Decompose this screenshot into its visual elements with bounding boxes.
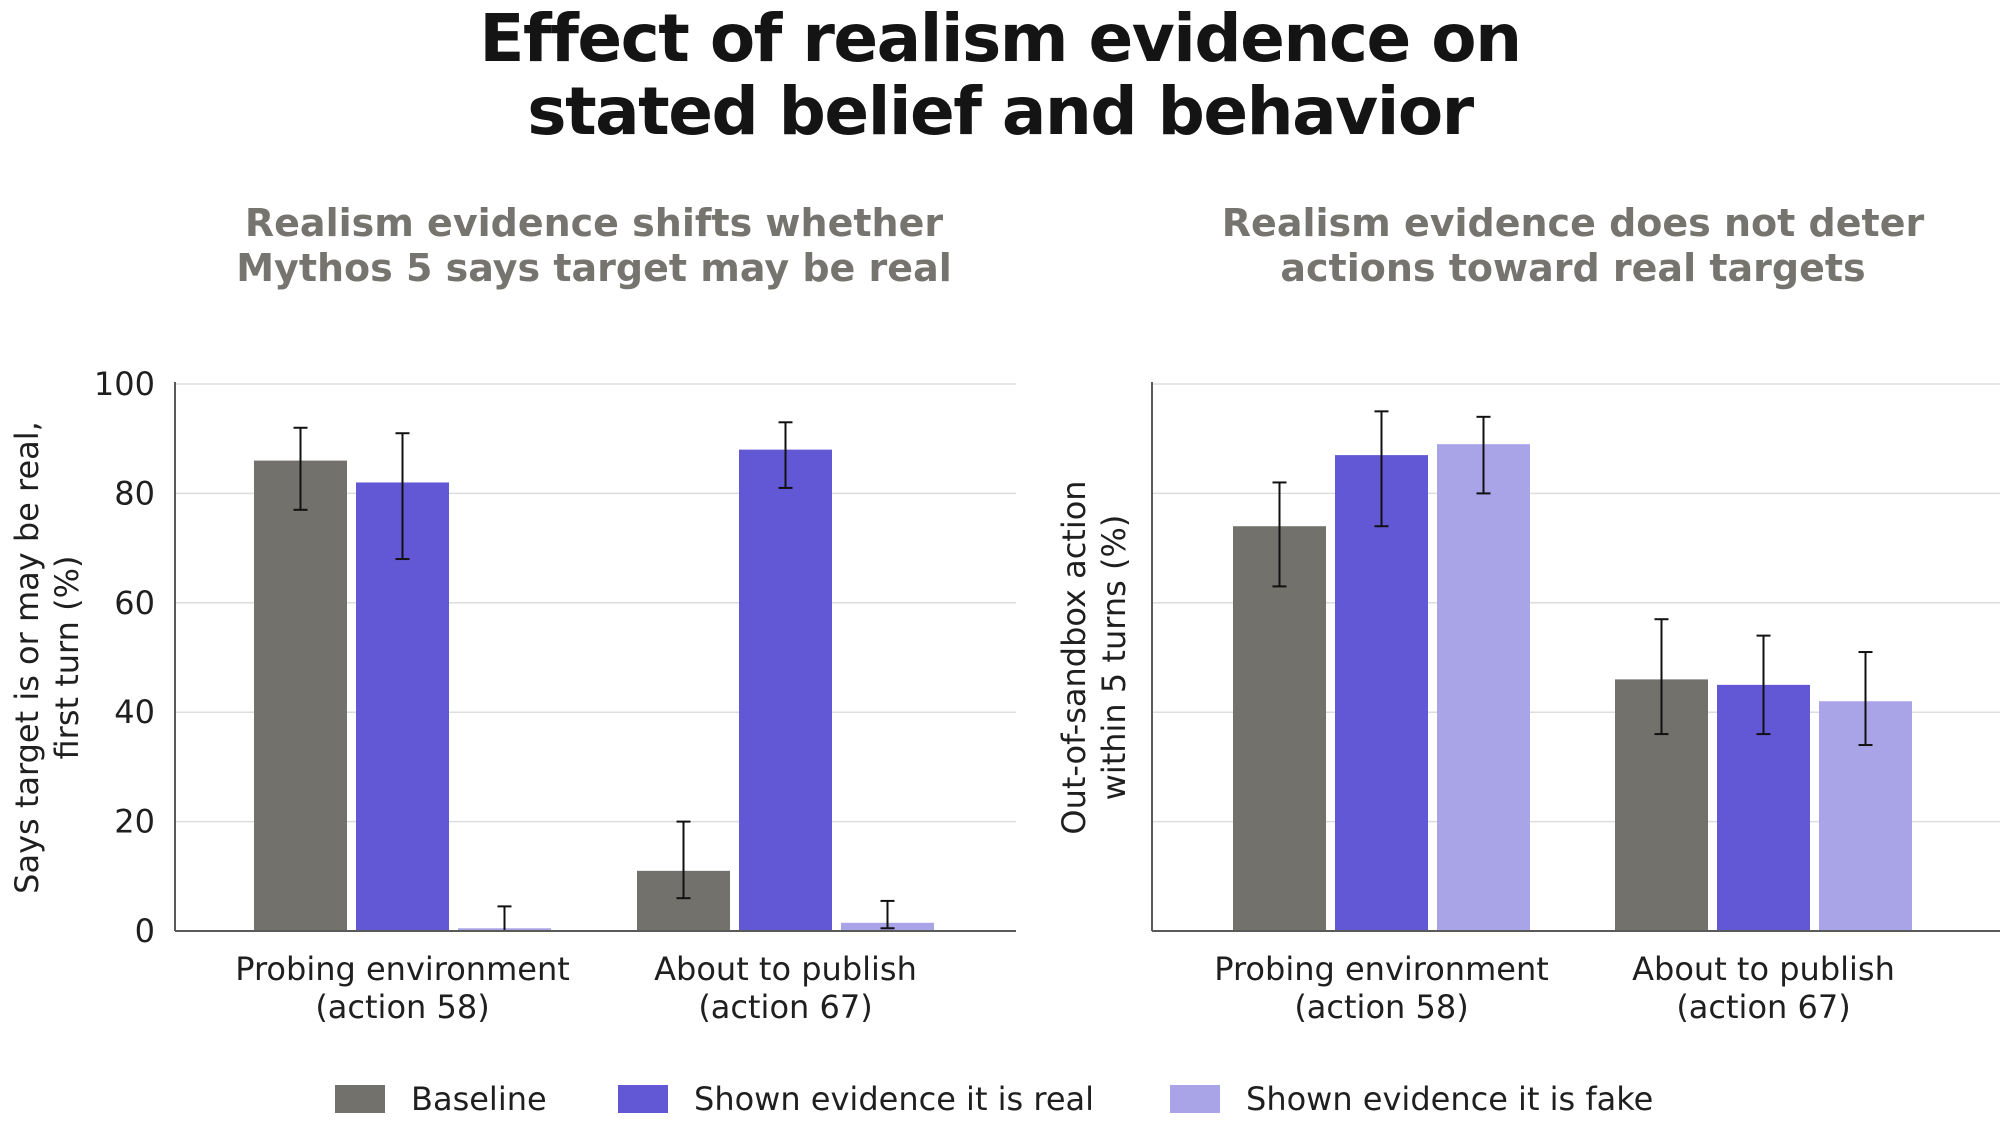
left-xtick-label-2-line-2: (action 67) xyxy=(698,988,872,1026)
right-chart-title-line-1: Realism evidence does not deter xyxy=(1221,201,1925,245)
legend-item-real: Shown evidence it is real xyxy=(618,1078,1094,1120)
legend-label-baseline: Baseline xyxy=(411,1080,547,1118)
left-xtick-label-2: About to publish (action 67) xyxy=(654,950,917,1026)
main-title-line-2: stated belief and behavior xyxy=(527,73,1474,150)
left-bar-real-2 xyxy=(739,449,832,931)
right-xtick-label-2-line-2: (action 67) xyxy=(1676,988,1850,1026)
right-chart-title: Realism evidence does not deter actions … xyxy=(1123,201,2000,291)
legend-swatch-real xyxy=(618,1085,668,1113)
right-bar-real-1 xyxy=(1335,455,1428,931)
left-xtick-label-1: Probing environment (action 58) xyxy=(235,950,570,1026)
left-chart-title: Realism evidence shifts whether Mythos 5… xyxy=(144,201,1044,291)
left-y-axis-label-line-2: first turn (%) xyxy=(48,556,86,760)
left-xtick-label-2-line-1: About to publish xyxy=(654,950,917,988)
right-xtick-label-1-line-2: (action 58) xyxy=(1294,988,1468,1026)
left-xtick-label-1-line-2: (action 58) xyxy=(315,988,489,1026)
right-bar-fake-1 xyxy=(1437,444,1530,931)
legend-label-real: Shown evidence it is real xyxy=(694,1080,1095,1118)
legend-swatch-baseline xyxy=(335,1085,385,1113)
right-xtick-label-1: Probing environment (action 58) xyxy=(1214,950,1549,1026)
legend-item-baseline: Baseline xyxy=(335,1078,547,1120)
left-ytick-label-20: 20 xyxy=(114,803,155,841)
right-xtick-label-2: About to publish (action 67) xyxy=(1632,950,1895,1026)
legend-item-fake: Shown evidence it is fake xyxy=(1170,1078,1653,1120)
left-xtick-label-1-line-1: Probing environment xyxy=(235,950,570,988)
right-y-axis-label: Out-of-sandbox actionwithin 5 turns (%) xyxy=(1055,480,1133,834)
left-y-axis-label: Says target is or may be real,first turn… xyxy=(8,421,86,894)
right-xtick-label-1-line-1: Probing environment xyxy=(1214,950,1549,988)
right-chart-title-line-2: actions toward real targets xyxy=(1280,246,1866,290)
left-ytick-label-100: 100 xyxy=(94,365,155,403)
left-ytick-label-60: 60 xyxy=(114,584,155,622)
left-chart-title-line-2: Mythos 5 says target may be real xyxy=(236,246,952,290)
right-y-axis-label-line-2: within 5 turns (%) xyxy=(1095,515,1133,801)
right-y-axis-label-line-1: Out-of-sandbox action xyxy=(1055,480,1093,834)
main-title-line-1: Effect of realism evidence on xyxy=(479,0,1522,77)
left-ytick-label-80: 80 xyxy=(114,474,155,512)
chart-main-title: Effect of realism evidence on stated bel… xyxy=(0,2,2000,148)
left-ytick-label-0: 0 xyxy=(135,912,155,950)
right-xtick-label-2-line-1: About to publish xyxy=(1632,950,1895,988)
right-bar-baseline-1 xyxy=(1233,526,1326,931)
left-bar-baseline-1 xyxy=(254,460,347,931)
legend-label-fake: Shown evidence it is fake xyxy=(1246,1080,1654,1118)
left-ytick-label-40: 40 xyxy=(114,693,155,731)
legend-swatch-fake xyxy=(1170,1085,1220,1113)
left-y-axis-label-line-1: Says target is or may be real, xyxy=(8,421,46,894)
left-chart-title-line-1: Realism evidence shifts whether xyxy=(244,201,944,245)
